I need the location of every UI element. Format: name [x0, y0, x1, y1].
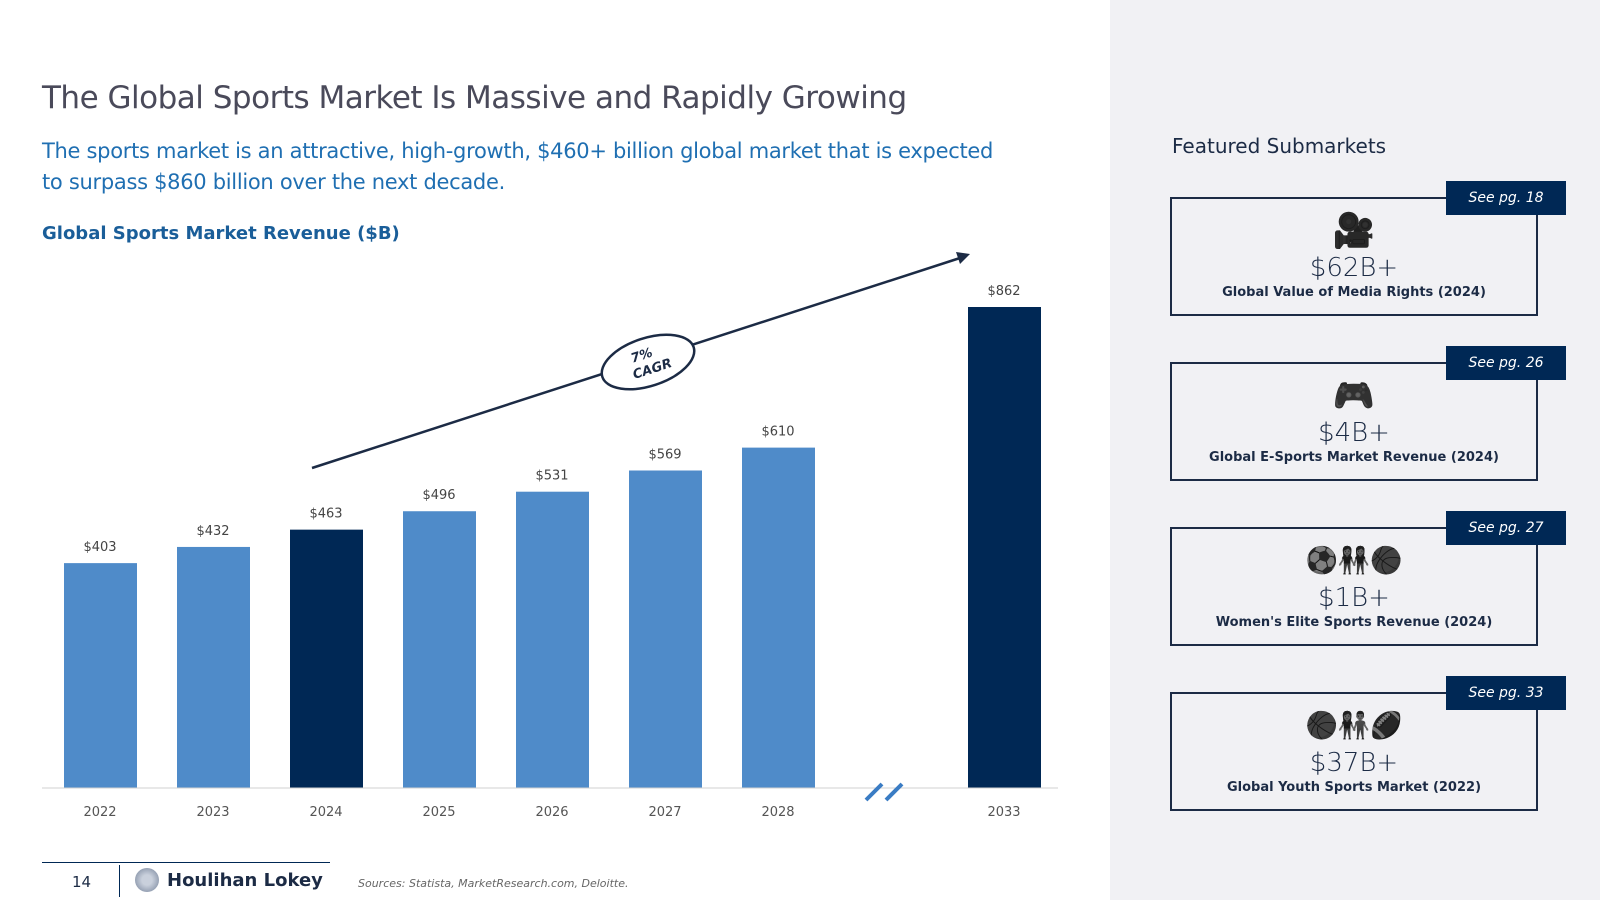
submarket-value: $62B+	[1309, 253, 1399, 283]
submarket-label: Global Youth Sports Market (2022)	[1226, 780, 1482, 795]
submarket-card: See pg. 18 🎥 $62B+ Global Value of Media…	[1170, 181, 1566, 316]
data-label: $862	[987, 284, 1020, 299]
bar-2024	[290, 529, 363, 788]
page-title: The Global Sports Market Is Massive and …	[42, 80, 907, 116]
featured-heading: Featured Submarkets	[1172, 134, 1387, 158]
x-tick-label: 2028	[761, 805, 794, 820]
cagr-label-1: 7%	[629, 346, 655, 367]
bar-2028	[742, 447, 815, 788]
cagr-arrow: 7% CAGR	[311, 252, 970, 470]
globe-icon	[135, 868, 159, 892]
bar-2025	[403, 511, 476, 788]
bar-2023	[177, 546, 250, 788]
submarket-card: See pg. 26 🎮 $4B+ Global E-Sports Market…	[1170, 346, 1566, 481]
data-label: $531	[535, 469, 568, 484]
page-subtitle: The sports market is an attractive, high…	[42, 139, 994, 194]
data-label: $610	[761, 425, 794, 440]
x-tick-label: 2026	[535, 805, 568, 820]
brand-logo: Houlihan Lokey	[135, 868, 323, 892]
women-athletes-icon: ⚽👭🏀	[1305, 546, 1403, 576]
data-label: $403	[83, 540, 116, 555]
bar-2027	[629, 470, 702, 788]
bar-2033	[968, 307, 1041, 788]
footer-divider	[42, 862, 330, 863]
page-reference-link[interactable]: See pg. 18	[1446, 181, 1566, 215]
submarket-label: Global Value of Media Rights (2024)	[1222, 285, 1486, 300]
page-reference-link[interactable]: See pg. 26	[1446, 346, 1566, 380]
submarket-label: Global E-Sports Market Revenue (2024)	[1209, 450, 1499, 465]
bar-chart: $403 2022 $432 2023 $463 2024 $496 2025 $531 2026…	[42, 252, 1058, 820]
data-label: $569	[648, 447, 681, 462]
bar-2022	[64, 563, 137, 788]
submarket-label: Women's Elite Sports Revenue (2024)	[1215, 615, 1493, 630]
x-tick-label: 2024	[309, 805, 342, 820]
bar-2026	[516, 491, 589, 788]
page-reference-link[interactable]: See pg. 27	[1446, 511, 1566, 545]
submarket-value: $37B+	[1309, 748, 1399, 778]
data-label: $496	[422, 488, 455, 503]
page-reference-link[interactable]: See pg. 33	[1446, 676, 1566, 710]
x-tick-label: 2023	[196, 805, 229, 820]
chart-title: Global Sports Market Revenue ($B)	[42, 223, 400, 244]
submarket-card: See pg. 27 ⚽👭🏀 $1B+ Women's Elite Sports…	[1170, 511, 1566, 646]
x-tick-label: 2022	[83, 805, 116, 820]
data-label: $432	[196, 524, 229, 539]
submarket-card: See pg. 33 🏀👫🏈 $37B+ Global Youth Sports…	[1170, 676, 1566, 811]
gamepad-icon: 🎮	[1332, 376, 1376, 416]
x-tick-label: 2027	[648, 805, 681, 820]
submarket-value: $1B+	[1318, 583, 1390, 613]
video-camera-icon: 🎥	[1332, 211, 1376, 251]
youth-sports-icon: 🏀👫🏈	[1305, 711, 1403, 741]
brand-name: Houlihan Lokey	[167, 869, 323, 891]
x-tick-label: 2033	[987, 805, 1020, 820]
submarket-value: $4B+	[1318, 418, 1390, 448]
footer-separator	[119, 865, 120, 897]
sources-note: Sources: Statista, MarketResearch.com, D…	[358, 877, 629, 890]
page-number: 14	[72, 873, 92, 891]
x-tick-label: 2025	[422, 805, 455, 820]
data-label: $463	[309, 507, 342, 522]
axis-break-icon	[864, 782, 904, 802]
